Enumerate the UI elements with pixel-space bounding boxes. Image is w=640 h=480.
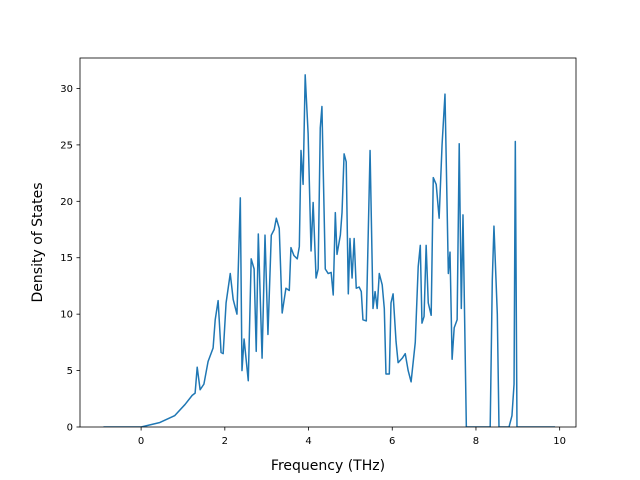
x-tick-label: 10 — [553, 436, 566, 447]
y-tick-label: 0 — [67, 423, 73, 434]
x-tick-label: 6 — [389, 436, 395, 447]
y-axis-label: Density of States — [30, 183, 46, 303]
y-tick-label: 25 — [60, 140, 73, 151]
y-tick-label: 5 — [67, 366, 73, 377]
x-tick-label: 2 — [222, 436, 228, 447]
y-tick-label: 20 — [60, 197, 73, 208]
y-tick-label: 30 — [60, 84, 73, 95]
x-tick-label: 4 — [305, 436, 311, 447]
line — [103, 74, 556, 427]
y-tick-label: 10 — [60, 310, 73, 321]
x-tick-label: 0 — [138, 436, 144, 447]
x-axis-label: Frequency (THz) — [271, 458, 385, 474]
y-tick-label: 15 — [60, 253, 73, 264]
plot-frame — [79, 57, 577, 428]
x-tick-label: 8 — [473, 436, 479, 447]
